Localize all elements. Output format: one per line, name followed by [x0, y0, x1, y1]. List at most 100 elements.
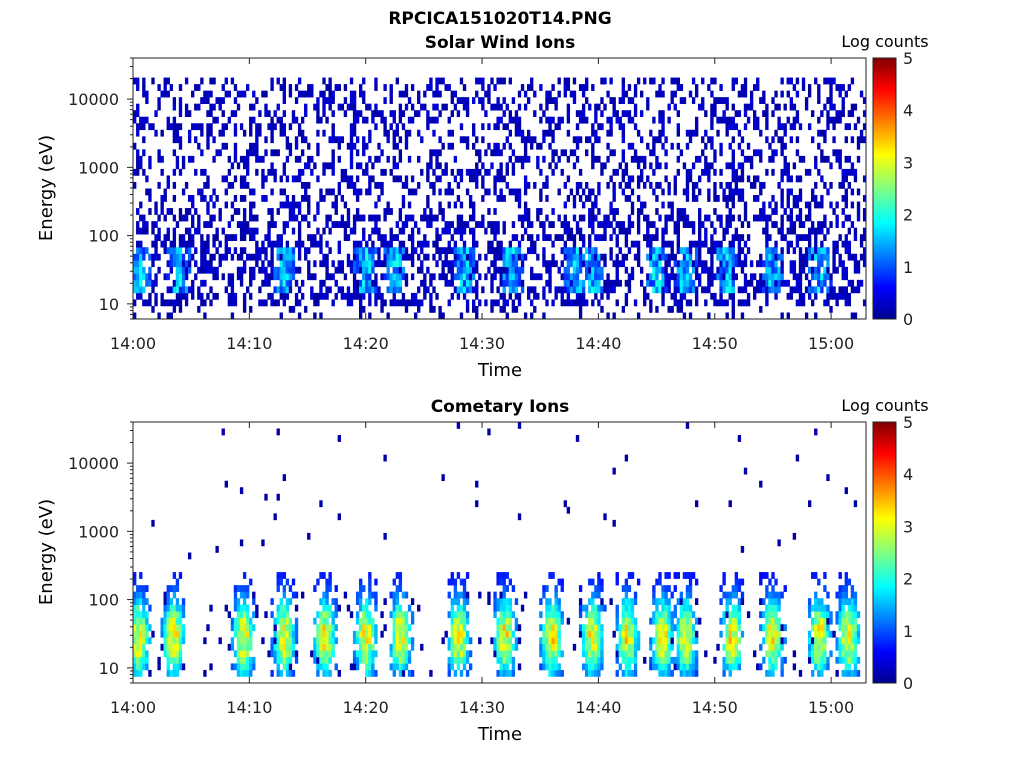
spectrogram-cell	[359, 188, 363, 196]
spectrogram-cell	[404, 656, 409, 664]
spectrogram-cell	[597, 188, 601, 196]
spectrogram-cell	[365, 273, 369, 281]
spectrogram-cell	[380, 116, 384, 124]
spectrogram-cell	[151, 77, 155, 85]
spectrogram-cell	[691, 162, 696, 170]
spectrogram-cell	[374, 669, 378, 677]
spectrogram-cell	[136, 247, 140, 255]
spectrogram-cell	[517, 201, 522, 209]
spectrogram-cell	[523, 175, 528, 183]
spectrogram-cell	[548, 123, 552, 131]
spectrogram-cell	[682, 273, 687, 281]
spectrogram-cell	[160, 168, 164, 176]
spectrogram-cell	[545, 624, 549, 632]
spectrogram-cell	[560, 149, 564, 157]
spectrogram-cell	[508, 669, 513, 677]
spectrogram-cell	[661, 77, 665, 85]
spectrogram-cell	[487, 598, 491, 605]
spectrogram-cell	[218, 103, 222, 111]
spectrogram-cell	[465, 247, 470, 255]
spectrogram-cell	[578, 84, 583, 91]
spectrogram-cell	[743, 214, 748, 222]
spectrogram-cell	[472, 168, 476, 176]
spectrogram-cell	[276, 240, 280, 248]
spectrogram-cell	[404, 253, 409, 261]
spectrogram-cell	[829, 305, 833, 313]
spectrogram-cell	[499, 175, 503, 183]
spectrogram-cell	[368, 643, 372, 651]
spectrogram-cell	[273, 299, 277, 307]
spectrogram-cell	[395, 604, 400, 612]
spectrogram-cell	[365, 240, 369, 248]
spectrogram-cell	[270, 136, 274, 144]
spectrogram-cell	[569, 90, 574, 98]
spectrogram-cell	[368, 617, 372, 625]
spectrogram-cell	[838, 234, 842, 242]
spectrogram-cell	[166, 617, 170, 625]
spectrogram-cell	[536, 155, 540, 163]
spectrogram-cell	[707, 266, 711, 274]
spectrogram-cell	[548, 273, 552, 281]
spectrogram-cell	[786, 90, 790, 98]
spectrogram-cell	[603, 279, 607, 287]
spectrogram-cell	[133, 253, 137, 261]
spectrogram-cell	[215, 273, 219, 281]
spectrogram-cell	[493, 637, 497, 645]
spectrogram-cell	[798, 214, 803, 222]
spectrogram-cell	[643, 162, 647, 170]
spectrogram-cell	[749, 279, 754, 287]
spectrogram-cell	[520, 604, 525, 612]
spectrogram-cell	[664, 221, 668, 228]
spectrogram-cell	[615, 110, 619, 118]
spectrogram-cell	[239, 656, 244, 664]
spectrogram-cell	[368, 637, 372, 645]
spectrogram-cell	[334, 84, 338, 91]
spectrogram-cell	[472, 175, 476, 183]
spectrogram-cell	[499, 598, 503, 605]
spectrogram-cell	[496, 624, 500, 632]
spectrogram-cell	[389, 97, 393, 104]
spectrogram-cell	[145, 227, 149, 235]
spectrogram-cell	[594, 110, 598, 118]
spectrogram-cell	[771, 585, 775, 592]
spectrogram-cell	[472, 273, 476, 281]
spectrogram-cell	[139, 292, 143, 300]
spectrogram-cell	[444, 630, 448, 638]
spectrogram-cell	[359, 84, 363, 91]
spectrogram-cell	[386, 240, 390, 248]
spectrogram-cell	[664, 663, 668, 671]
spectrogram-cell	[261, 279, 265, 287]
spectrogram-cell	[768, 578, 772, 586]
spectrogram-cell	[685, 663, 690, 671]
spectrogram-cell	[148, 123, 152, 131]
spectrogram-cell	[670, 142, 674, 150]
spectrogram-cell	[606, 292, 610, 300]
spectrogram-cell	[719, 247, 723, 255]
spectrogram-cell	[163, 77, 167, 85]
spectrogram-cell	[352, 142, 357, 150]
spectrogram-cell	[365, 168, 369, 176]
spectrogram-cell	[685, 604, 690, 612]
spectrogram-cell	[612, 519, 616, 527]
spectrogram-cell	[862, 299, 867, 307]
spectrogram-cell	[621, 77, 626, 85]
spectrogram-cell	[300, 591, 305, 599]
spectrogram-cell	[710, 162, 714, 170]
spectrogram-cell	[395, 266, 400, 274]
spectrogram-cell	[239, 279, 244, 287]
spectrogram-cell	[242, 299, 247, 307]
spectrogram-cell	[395, 129, 400, 137]
spectrogram-cell	[511, 656, 516, 664]
spectrogram-cell	[502, 77, 506, 85]
spectrogram-cell	[505, 585, 509, 592]
spectrogram-cell	[178, 103, 183, 111]
spectrogram-cell	[594, 234, 598, 242]
spectrogram-cell	[578, 260, 583, 268]
spectrogram-cell	[588, 273, 592, 281]
spectrogram-cell	[704, 214, 708, 222]
spectrogram-cell	[688, 669, 693, 677]
spectrogram-cell	[374, 279, 378, 287]
spectrogram-cell	[768, 155, 772, 163]
spectrogram-cell	[316, 637, 320, 645]
spectrogram-cell	[597, 643, 601, 651]
